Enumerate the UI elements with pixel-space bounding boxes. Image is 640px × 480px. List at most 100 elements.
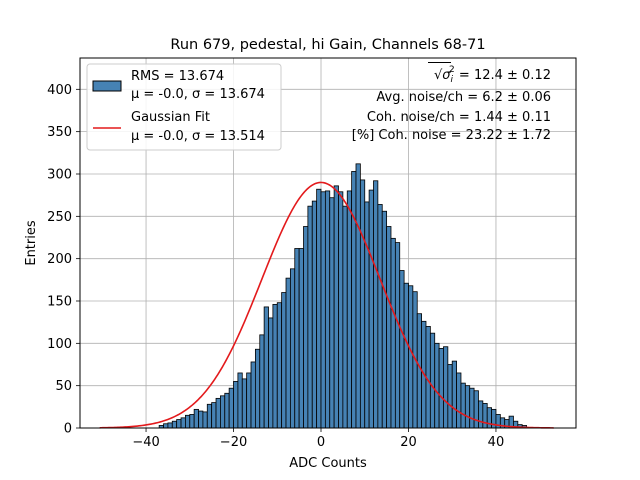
- gaussian-fit-line: [99, 181, 554, 429]
- annotation-sigma-total: √σi2 = 12.4 ± 0.12: [434, 65, 551, 85]
- histogram-bar: [381, 210, 388, 429]
- y-tick-label: 50: [55, 379, 72, 394]
- histogram-bar: [338, 191, 344, 429]
- chart-title: Run 679, pedestal, hi Gain, Channels 68-…: [170, 37, 485, 53]
- histogram-bar: [473, 390, 479, 429]
- x-tick-label: −20: [220, 435, 247, 450]
- y-tick-label: 200: [47, 252, 72, 267]
- x-tick-label: 20: [400, 435, 417, 450]
- histogram-bar: [198, 410, 204, 429]
- histogram-bar: [434, 342, 440, 429]
- histogram-bar: [346, 190, 353, 429]
- histogram-bar: [250, 361, 256, 429]
- histogram-bar: [303, 226, 309, 429]
- histogram-bar: [259, 334, 265, 429]
- histogram-bar: [399, 270, 405, 429]
- histogram-bar: [390, 237, 396, 429]
- histogram-bar: [359, 179, 366, 429]
- annotation-coh-noise-percent: [%] Coh. noise = 23.22 ± 1.72: [352, 128, 551, 143]
- legend-entry-1-line2: μ = -0.0, σ = 13.674: [131, 87, 265, 102]
- legend-entry-1-line1: RMS = 13.674: [131, 69, 224, 84]
- annotation-sigma-subscript: i: [451, 75, 454, 85]
- y-tick-label: 400: [47, 83, 72, 98]
- histogram-bar: [416, 313, 423, 429]
- histogram-bar: [263, 306, 269, 429]
- histogram-bar: [408, 285, 414, 429]
- histogram-bar: [206, 403, 213, 429]
- annotation-sigma-value: = 12.4 ± 0.12: [455, 68, 551, 83]
- histogram-bar: [180, 417, 186, 429]
- x-tick-label: 0: [317, 435, 325, 450]
- histogram-bar: [464, 385, 471, 429]
- histogram-bar: [443, 346, 449, 429]
- histogram-bar: [163, 423, 169, 429]
- annotation-coh-noise: Coh. noise/ch = 1.44 ± 0.11: [367, 110, 551, 125]
- histogram-bar: [373, 180, 379, 429]
- histogram-bar: [386, 226, 392, 429]
- legend-box: [86, 63, 282, 151]
- histogram-bar: [460, 382, 466, 429]
- histogram-bar: [241, 378, 248, 429]
- annotation-sigma-root-sign: √: [434, 68, 443, 83]
- histogram-bar: [486, 407, 492, 429]
- histogram-bar: [447, 364, 453, 429]
- histogram-bar: [364, 201, 370, 429]
- histogram-bar: [268, 317, 274, 429]
- histogram-bar: [289, 268, 296, 429]
- y-tick-label: 0: [64, 422, 72, 437]
- histogram-bar: [351, 171, 357, 429]
- histogram-bar: [171, 420, 178, 429]
- histogram-bar: [167, 422, 173, 429]
- histogram-bar: [285, 277, 291, 429]
- histogram-bar: [185, 414, 191, 429]
- histogram-bar: [202, 411, 208, 429]
- histogram-bar: [403, 282, 409, 429]
- histogram-bar: [176, 419, 182, 429]
- x-axis-label: ADC Counts: [289, 456, 367, 471]
- annotation-avg-noise: Avg. noise/ch = 6.2 ± 0.06: [376, 90, 551, 105]
- histogram-bar: [429, 332, 436, 429]
- histogram-bar: [294, 248, 300, 429]
- histogram-bar: [324, 190, 331, 429]
- histogram-bar: [451, 360, 457, 429]
- histogram-bars: [158, 163, 527, 429]
- y-tick-label: 350: [47, 125, 72, 140]
- histogram-bar: [342, 205, 348, 429]
- histogram-bar: [281, 292, 287, 429]
- histogram-bar: [307, 205, 313, 429]
- annotations: √σi2 = 12.4 ± 0.12 Avg. noise/ch = 6.2 ±…: [352, 62, 551, 143]
- histogram-bar: [377, 204, 383, 429]
- histogram-bar: [211, 402, 217, 429]
- histogram-bar: [368, 189, 374, 429]
- y-tick-label: 100: [47, 337, 72, 352]
- histogram-bar: [478, 400, 484, 429]
- histogram-bar: [233, 381, 239, 429]
- y-tick-label: 300: [47, 167, 72, 182]
- annotation-sigma-superscript: 2: [449, 65, 455, 75]
- histogram-bar: [355, 163, 361, 429]
- plot-frame: [79, 57, 577, 429]
- histogram-bar: [215, 397, 221, 429]
- x-tick-label: −40: [132, 435, 159, 450]
- histogram-bar: [311, 200, 318, 429]
- histogram-bar: [329, 197, 335, 429]
- legend: RMS = 13.674 μ = -0.0, σ = 13.674 Gaussi…: [86, 63, 282, 151]
- histogram-bar: [254, 348, 261, 429]
- histogram-bar: [482, 403, 488, 429]
- histogram-bar: [237, 372, 243, 429]
- histogram-bar: [193, 408, 199, 429]
- histogram-bar: [394, 242, 401, 429]
- histogram-bar: [220, 395, 226, 429]
- y-tick-label: 250: [47, 210, 72, 225]
- histogram-bar: [246, 372, 252, 429]
- histogram-bar: [189, 414, 195, 429]
- annotation-sigma-symbol: σ: [442, 68, 451, 83]
- histogram-bar: [224, 392, 230, 429]
- histogram-bar: [333, 185, 339, 429]
- legend-entry-2-line1: Gaussian Fit: [131, 110, 210, 125]
- histogram-bar: [272, 303, 278, 429]
- histogram-bar: [456, 372, 462, 429]
- histogram-bar: [276, 302, 283, 429]
